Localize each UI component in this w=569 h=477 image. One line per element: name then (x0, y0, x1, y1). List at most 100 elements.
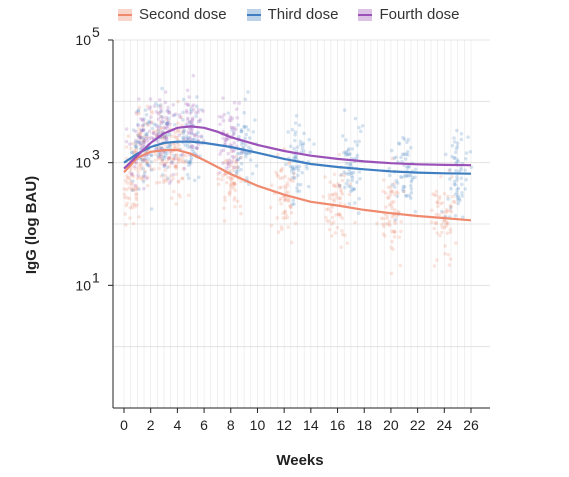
data-point (167, 110, 172, 115)
data-point (355, 153, 360, 158)
data-point (150, 126, 155, 131)
data-point (349, 185, 353, 189)
data-point (146, 157, 151, 161)
data-point (167, 145, 172, 149)
data-point (144, 132, 148, 137)
data-point (239, 155, 243, 160)
data-point (390, 229, 394, 234)
data-point (456, 194, 460, 198)
data-point (175, 136, 179, 140)
data-point (284, 190, 288, 194)
data-point (168, 161, 173, 165)
data-point (184, 108, 189, 113)
data-point (346, 148, 351, 153)
data-point (196, 108, 201, 112)
data-point (409, 187, 414, 191)
data-point (390, 206, 395, 211)
data-point (162, 162, 166, 166)
data-point (459, 131, 464, 136)
legend-item-fourth-dose[interactable]: Fourth dose (358, 6, 460, 23)
data-point (232, 181, 237, 186)
data-point (357, 139, 361, 144)
data-point (131, 221, 136, 226)
data-point (409, 173, 413, 178)
data-point (405, 140, 409, 145)
data-point (159, 174, 164, 179)
data-point (165, 159, 169, 164)
data-point (236, 165, 240, 170)
data-point (149, 109, 154, 114)
data-point (463, 187, 467, 191)
data-point (144, 161, 149, 165)
data-point (413, 167, 418, 172)
data-point (338, 196, 342, 200)
data-point (438, 201, 443, 206)
data-point (138, 130, 143, 135)
data-point (300, 170, 305, 175)
data-point (141, 177, 146, 182)
data-point (293, 154, 298, 159)
data-point (239, 129, 244, 134)
data-point (145, 163, 150, 167)
data-point (283, 198, 287, 202)
legend-item-third-dose[interactable]: Third dose (246, 6, 338, 23)
data-point (452, 140, 457, 144)
data-point (301, 149, 306, 153)
data-point (327, 193, 332, 197)
data-point (429, 220, 434, 225)
data-point (268, 205, 273, 210)
data-point (393, 217, 398, 222)
data-point (389, 190, 393, 194)
data-point (289, 178, 293, 182)
data-point (389, 203, 394, 208)
legend-item-second-dose[interactable]: Second dose (118, 6, 227, 23)
data-point (352, 201, 357, 205)
fit-line-second-dose (123, 149, 472, 222)
data-point (189, 155, 194, 160)
data-point (154, 133, 159, 138)
data-point (231, 149, 235, 154)
data-point (236, 157, 241, 162)
data-point (156, 117, 161, 121)
data-point (340, 232, 345, 237)
data-point (151, 131, 155, 136)
data-point (246, 128, 251, 132)
data-point (400, 152, 405, 157)
data-point (331, 197, 336, 202)
data-point (152, 122, 156, 126)
data-point (295, 186, 299, 190)
data-point (279, 185, 284, 190)
data-point (160, 119, 164, 123)
data-point (137, 133, 141, 138)
data-point (173, 143, 177, 148)
data-point (130, 150, 134, 155)
data-point (164, 179, 168, 183)
data-point (330, 193, 335, 197)
data-point (160, 86, 164, 91)
x-tick-label: 2 (147, 417, 155, 433)
data-point (221, 148, 226, 152)
data-point (458, 198, 462, 203)
data-point (134, 138, 138, 143)
data-point (448, 167, 452, 172)
data-point (131, 179, 135, 184)
data-point (241, 150, 245, 155)
data-point (130, 150, 134, 155)
data-point (187, 120, 192, 125)
data-point (229, 118, 233, 123)
data-point (142, 136, 146, 141)
data-point (274, 170, 278, 175)
data-point (407, 164, 412, 169)
data-point (450, 154, 454, 159)
data-point (392, 156, 397, 160)
data-point (329, 209, 333, 214)
data-point (347, 184, 351, 189)
data-point (411, 175, 415, 180)
data-point (139, 143, 144, 148)
data-point (394, 155, 398, 159)
data-point (349, 189, 353, 194)
data-point (339, 188, 343, 192)
data-point (181, 110, 185, 115)
data-point (128, 142, 132, 146)
data-point (239, 161, 244, 166)
